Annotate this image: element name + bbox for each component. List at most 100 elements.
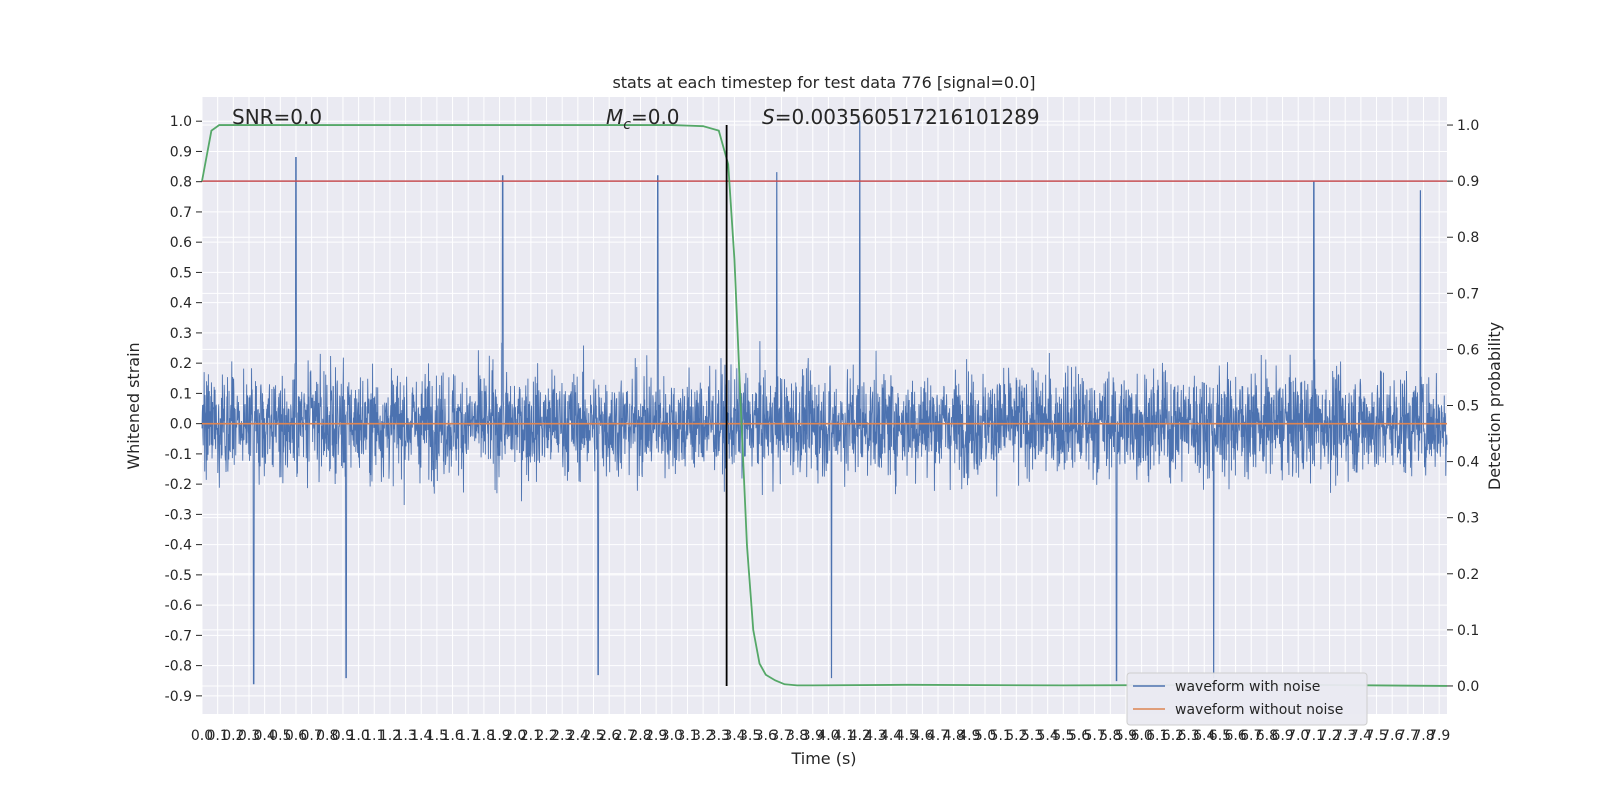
x-tick-label: 0.8 — [316, 728, 338, 744]
x-tick-label: 5.9 — [1115, 728, 1137, 744]
y2-tick-label: 0.9 — [1457, 174, 1479, 190]
y2-tick-label: 0.5 — [1457, 399, 1479, 415]
x-tick-label: 6.8 — [1256, 728, 1278, 744]
x-tick-label: 2.8 — [629, 728, 651, 744]
y-tick-label: 0.5 — [170, 265, 192, 281]
x-tick-label: 1.3 — [394, 728, 416, 744]
x-tick-label: 1.8 — [473, 728, 495, 744]
y2-tick-label: 0.2 — [1457, 567, 1479, 583]
x-tick-label: 7.6 — [1381, 728, 1403, 744]
x-tick-label: 1.4 — [410, 728, 432, 744]
x-tick-label: 4.2 — [849, 728, 871, 744]
x-tick-label: 4.0 — [817, 728, 839, 744]
x-tick-label: 5.5 — [1052, 728, 1074, 744]
y2-axis-ticks: 0.0 0.1 0.2 0.3 0.4 0.5 0.6 0.7 0.8 0.9 1.0 — [1447, 118, 1479, 695]
x-tick-label: 0.5 — [269, 728, 291, 744]
x-tick-label: 7.4 — [1350, 728, 1372, 744]
x-tick-label: 3.4 — [723, 728, 745, 744]
y-axis-label: Whitened strain — [124, 342, 143, 469]
x-tick-label: 6.1 — [1146, 728, 1168, 744]
y-tick-label: -0.3 — [165, 507, 192, 523]
x-tick-label: 2.0 — [504, 728, 526, 744]
y-tick-label: 0.1 — [170, 386, 192, 402]
x-tick-label: 5.6 — [1068, 728, 1090, 744]
y-tick-label: -0.1 — [165, 447, 192, 463]
y-tick-label: -0.5 — [165, 568, 192, 584]
x-tick-label: 5.7 — [1084, 728, 1106, 744]
x-tick-label: 6.6 — [1224, 728, 1246, 744]
y-tick-label: -0.7 — [165, 628, 192, 644]
y2-tick-label: 0.3 — [1457, 511, 1479, 527]
series-waveform-with-noise — [201, 120, 1448, 685]
x-tick-label: 0.7 — [300, 728, 322, 744]
chart-title: stats at each timestep for test data 776… — [612, 73, 1035, 92]
y-tick-label: 0.0 — [170, 417, 192, 433]
y-tick-label: 0.8 — [170, 175, 192, 191]
x-tick-label: 4.7 — [927, 728, 949, 744]
y2-axis-label: Detection probability — [1485, 322, 1504, 490]
chirp-mass-annotation: Mc=0.0 — [606, 105, 680, 133]
y-tick-label: 0.2 — [170, 356, 192, 372]
x-tick-label: 6.4 — [1193, 728, 1215, 744]
y-tick-label: 0.4 — [170, 296, 192, 312]
x-axis-ticks: 0.00.10.20.30.40.50.60.70.80.91.01.11.21… — [191, 728, 1450, 744]
y-tick-label: 0.3 — [170, 326, 192, 342]
x-tick-label: 4.4 — [880, 728, 902, 744]
x-tick-label: 3.7 — [770, 728, 792, 744]
y2-tick-label: 0.8 — [1457, 230, 1479, 246]
y-tick-label: -0.9 — [165, 689, 192, 705]
x-tick-label: 2.4 — [567, 728, 589, 744]
y-axis-ticks: -0.9 -0.8 -0.7 -0.6 -0.5 -0.4 -0.3 -0.2 -0.1 0.0 0… — [165, 114, 202, 705]
x-tick-label: 4.9 — [958, 728, 980, 744]
y-tick-label: -0.2 — [165, 477, 192, 493]
score-annotation: S=0.003560517216101289 — [762, 105, 1040, 129]
x-tick-label: 6.2 — [1162, 728, 1184, 744]
x-tick-label: 5.8 — [1099, 728, 1121, 744]
x-tick-label: 2.5 — [582, 728, 604, 744]
x-tick-label: 0.3 — [238, 728, 260, 744]
x-tick-label: 7.0 — [1287, 728, 1309, 744]
y-tick-label: -0.4 — [165, 538, 192, 554]
x-tick-label: 6.7 — [1240, 728, 1262, 744]
x-tick-label: 6.5 — [1209, 728, 1231, 744]
y2-tick-label: 0.1 — [1457, 623, 1479, 639]
x-tick-label: 1.6 — [441, 728, 463, 744]
x-tick-label: 5.1 — [990, 728, 1012, 744]
x-tick-label: 5.2 — [1005, 728, 1027, 744]
y-tick-label: 0.6 — [170, 235, 192, 251]
x-tick-label: 5.3 — [1021, 728, 1043, 744]
x-tick-label: 7.5 — [1365, 728, 1387, 744]
x-tick-label: 0.4 — [254, 728, 276, 744]
x-tick-label: 3.0 — [661, 728, 683, 744]
x-tick-label: 0.2 — [222, 728, 244, 744]
x-tick-label: 7.2 — [1318, 728, 1340, 744]
x-tick-label: 2.2 — [535, 728, 557, 744]
legend-box — [1126, 672, 1368, 726]
x-tick-label: 0.6 — [285, 728, 307, 744]
x-tick-label: 2.6 — [598, 728, 620, 744]
x-tick-label: 1.0 — [347, 728, 369, 744]
x-tick-label: 4.8 — [943, 728, 965, 744]
x-tick-label: 2.9 — [645, 728, 667, 744]
x-tick-label: 7.8 — [1412, 728, 1434, 744]
x-tick-label: 3.3 — [708, 728, 730, 744]
y2-tick-label: 0.4 — [1457, 455, 1479, 471]
x-tick-label: 0.0 — [191, 728, 213, 744]
y-tick-label: 0.7 — [170, 205, 192, 221]
legend-label-clean: waveform without noise — [1175, 702, 1343, 718]
y-tick-label: -0.6 — [165, 598, 192, 614]
x-tick-label: 3.2 — [692, 728, 714, 744]
x-tick-label: 3.9 — [802, 728, 824, 744]
plot-area — [201, 120, 1448, 687]
x-tick-label: 4.3 — [864, 728, 886, 744]
x-tick-label: 5.0 — [974, 728, 996, 744]
x-axis-label: Time (s) — [790, 749, 856, 768]
x-tick-label: 2.1 — [520, 728, 542, 744]
x-tick-label: 6.9 — [1271, 728, 1293, 744]
series-detection-probability — [201, 124, 1448, 687]
x-tick-label: 7.3 — [1334, 728, 1356, 744]
y2-tick-label: 1.0 — [1457, 118, 1479, 134]
y-tick-label: 1.0 — [170, 114, 192, 130]
x-tick-label: 4.1 — [833, 728, 855, 744]
